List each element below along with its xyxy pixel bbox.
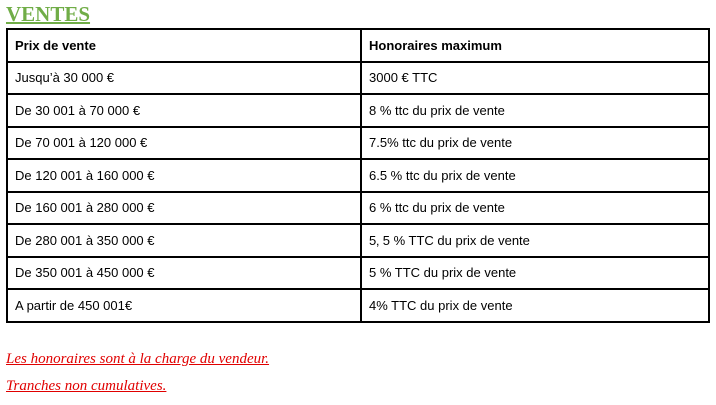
table-header-row: Prix de vente Honoraires maximum: [6, 28, 710, 63]
sale-price-cell: A partir de 450 001€: [6, 288, 362, 323]
table-row: Jusqu’à 30 000 €3000 € TTC: [6, 60, 710, 95]
table-row: De 280 001 à 350 000 €5‚ 5 % TTC du prix…: [6, 223, 710, 258]
table-row: De 70 001 à 120 000 €7.5% ttc du prix de…: [6, 125, 710, 160]
sale-price-cell: De 350 001 à 450 000 €: [6, 255, 362, 290]
max-fees-cell: 6.5 % ttc du prix de vente: [360, 158, 710, 193]
fees-table: Prix de vente Honoraires maximum Jusqu’à…: [6, 28, 710, 323]
sale-price-cell: De 30 001 à 70 000 €: [6, 93, 362, 128]
header-sale-price: Prix de vente: [6, 28, 362, 63]
table-row: De 160 001 à 280 000 €6 % ttc du prix de…: [6, 190, 710, 225]
sale-price-cell: De 280 001 à 350 000 €: [6, 223, 362, 258]
section-title: VENTES: [6, 2, 91, 26]
max-fees-cell: 8 % ttc du prix de vente: [360, 93, 710, 128]
max-fees-cell: 3000 € TTC: [360, 60, 710, 95]
table-row: De 30 001 à 70 000 €8 % ttc du prix de v…: [6, 93, 710, 128]
sale-price-cell: De 120 001 à 160 000 €: [6, 158, 362, 193]
max-fees-cell: 5 % TTC du prix de vente: [360, 255, 710, 290]
max-fees-cell: 6 % ttc du prix de vente: [360, 190, 710, 225]
max-fees-cell: 5‚ 5 % TTC du prix de vente: [360, 223, 710, 258]
max-fees-cell: 7.5% ttc du prix de vente: [360, 125, 710, 160]
header-max-fees: Honoraires maximum: [360, 28, 710, 63]
max-fees-cell: 4% TTC du prix de vente: [360, 288, 710, 323]
sale-price-cell: De 70 001 à 120 000 €: [6, 125, 362, 160]
sale-price-cell: De 160 001 à 280 000 €: [6, 190, 362, 225]
table-row: De 350 001 à 450 000 €5 % TTC du prix de…: [6, 255, 710, 290]
sale-price-cell: Jusqu’à 30 000 €: [6, 60, 362, 95]
table-row: A partir de 450 001€ 4% TTC du prix de ve…: [6, 288, 710, 323]
note-seller-pays: Les honoraires sont à la charge du vende…: [6, 351, 270, 367]
note-non-cumulative: Tranches non cumulatives.: [6, 378, 167, 394]
table-row: De 120 001 à 160 000 €6.5 % ttc du prix …: [6, 158, 710, 193]
